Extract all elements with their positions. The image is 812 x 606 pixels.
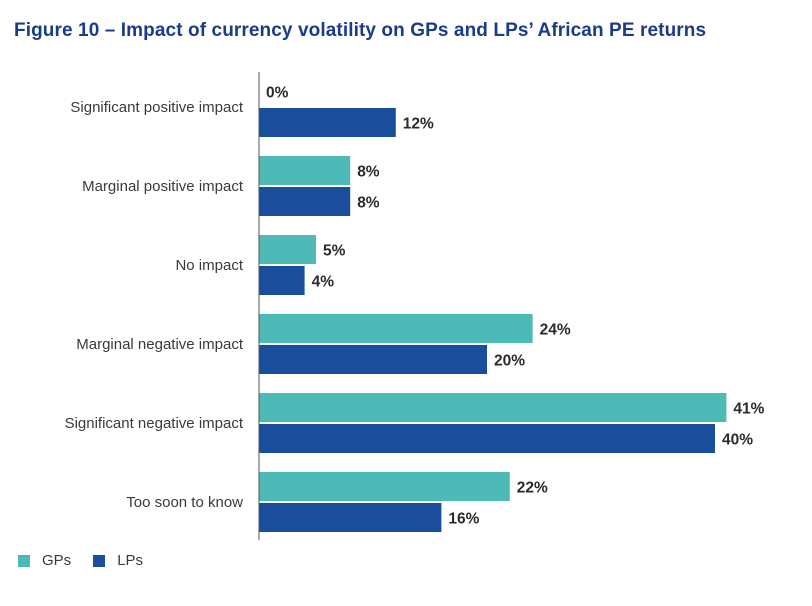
bars-layer	[259, 108, 727, 532]
value-label-gps-marginal-positive-impact: 8%	[357, 164, 380, 181]
legend-swatch-gps	[18, 554, 30, 567]
legend-swatch-lps	[93, 554, 106, 567]
bar-gps-marginal-positive-impact	[259, 156, 351, 185]
category-label-marginal-negative-impact: Marginal negative impact	[76, 336, 244, 353]
bar-lps-marginal-positive-impact	[259, 187, 351, 216]
bar-gps-significant-negative-impact	[259, 393, 727, 422]
labels-layer: Significant positive impact 0% 12% Marginal…	[65, 85, 765, 528]
chart-title: Figure 10 – Impact of currency volatilit…	[14, 20, 707, 41]
bar-gps-no-impact	[259, 235, 316, 264]
bar-lps-significant-positive-impact	[259, 108, 396, 137]
category-label-marginal-positive-impact: Marginal positive impact	[82, 178, 244, 195]
value-label-lps-too-soon-to-know: 16%	[448, 511, 479, 528]
bar-lps-significant-negative-impact	[259, 424, 715, 453]
legend-item-gps: GPs	[18, 552, 71, 569]
value-label-gps-significant-negative-impact: 41%	[733, 401, 764, 418]
category-label-significant-positive-impact: Significant positive impact	[70, 99, 243, 116]
legend: GPs LPs	[18, 552, 165, 569]
category-label-no-impact: No impact	[175, 257, 243, 274]
value-label-lps-marginal-negative-impact: 20%	[494, 353, 525, 370]
bar-lps-marginal-negative-impact	[259, 345, 487, 374]
legend-item-lps: LPs	[93, 552, 143, 569]
value-label-gps-no-impact: 5%	[323, 243, 346, 260]
value-label-lps-marginal-positive-impact: 8%	[357, 195, 380, 212]
bar-lps-too-soon-to-know	[259, 503, 442, 532]
value-label-lps-significant-positive-impact: 12%	[403, 116, 434, 133]
bar-gps-too-soon-to-know	[259, 472, 510, 501]
bar-lps-no-impact	[259, 266, 305, 295]
legend-label-gps: GPs	[42, 552, 72, 569]
legend-label-lps: LPs	[117, 552, 144, 569]
value-label-lps-no-impact: 4%	[312, 274, 335, 291]
value-label-gps-marginal-negative-impact: 24%	[540, 322, 571, 339]
category-label-significant-negative-impact: Significant negative impact	[65, 415, 244, 432]
value-label-gps-significant-positive-impact: 0%	[266, 85, 289, 102]
bar-gps-marginal-negative-impact	[259, 314, 533, 343]
value-label-gps-too-soon-to-know: 22%	[517, 480, 548, 497]
value-label-lps-significant-negative-impact: 40%	[722, 432, 753, 449]
category-label-too-soon-to-know: Too soon to know	[126, 494, 243, 511]
